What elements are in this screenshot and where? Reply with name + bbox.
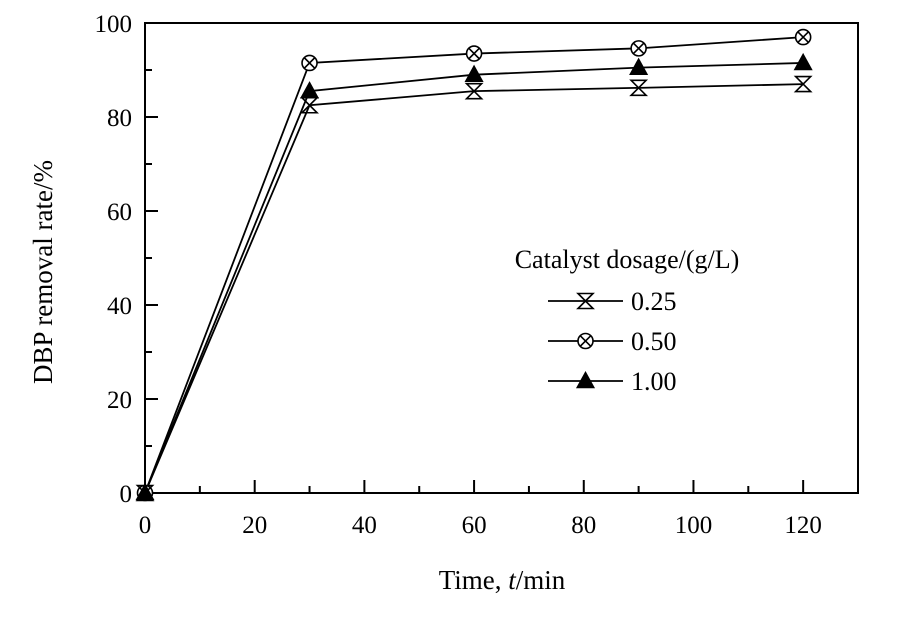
y-tick-label: 60 [107,199,132,226]
circle-x-marker [465,45,483,62]
legend-label: 0.25 [631,287,677,316]
x-axis-title: Time, t/min [439,565,566,595]
hourglass-x-marker [793,75,813,93]
triangle-marker [464,64,484,82]
series-markers-1.00 [135,52,813,501]
hourglass-x-marker [464,82,484,100]
triangle-marker [629,57,649,75]
y-tick-label: 40 [107,293,132,320]
y-tick-label: 0 [120,481,133,508]
triangle-marker [575,370,596,389]
triangle-marker [299,81,320,99]
series-markers-0.25 [135,75,813,502]
x-tick-label: 60 [462,512,487,539]
x-tick-label: 120 [784,512,822,539]
series-line-0.25 [144,83,804,494]
x-tick-label: 80 [571,512,596,539]
triangle-marker [793,52,813,71]
circle-x-marker [794,28,812,46]
legend-item-1.00: 1.00 [548,367,677,396]
x-tick-label: 0 [139,512,152,539]
legend-item-0.25: 0.25 [548,287,677,316]
y-tick-label: 20 [107,387,132,414]
tick-labels: 0 20 40 60 80 100 120 0 20 40 60 80 100 [95,11,822,539]
hourglass-x-marker [629,79,649,97]
legend-item-0.50: 0.50 [548,327,677,356]
legend-label: 0.50 [631,327,677,356]
legend-label: 1.00 [631,367,677,396]
x-tick-label: 100 [675,512,713,539]
series-line-1.00 [144,62,804,494]
circle-x-marker [630,40,647,57]
x-tick-label: 40 [352,512,377,539]
plot-frame [144,22,859,494]
circle-x-marker [301,54,318,72]
legend-title: Catalyst dosage/(g/L) [515,245,740,274]
y-tick-label: 100 [95,11,133,38]
circle-x-marker [577,332,594,350]
y-axis-title: DBP removal rate/% [28,160,58,384]
y-tick-label: 80 [107,105,132,132]
axis-ticks [144,22,859,494]
hourglass-x-marker [576,292,595,310]
x-tick-label: 20 [242,512,267,539]
legend: Catalyst dosage/(g/L) 0.25 0.50 1.00 [515,245,740,396]
data-series [135,28,813,502]
triangle-marker [135,482,155,501]
